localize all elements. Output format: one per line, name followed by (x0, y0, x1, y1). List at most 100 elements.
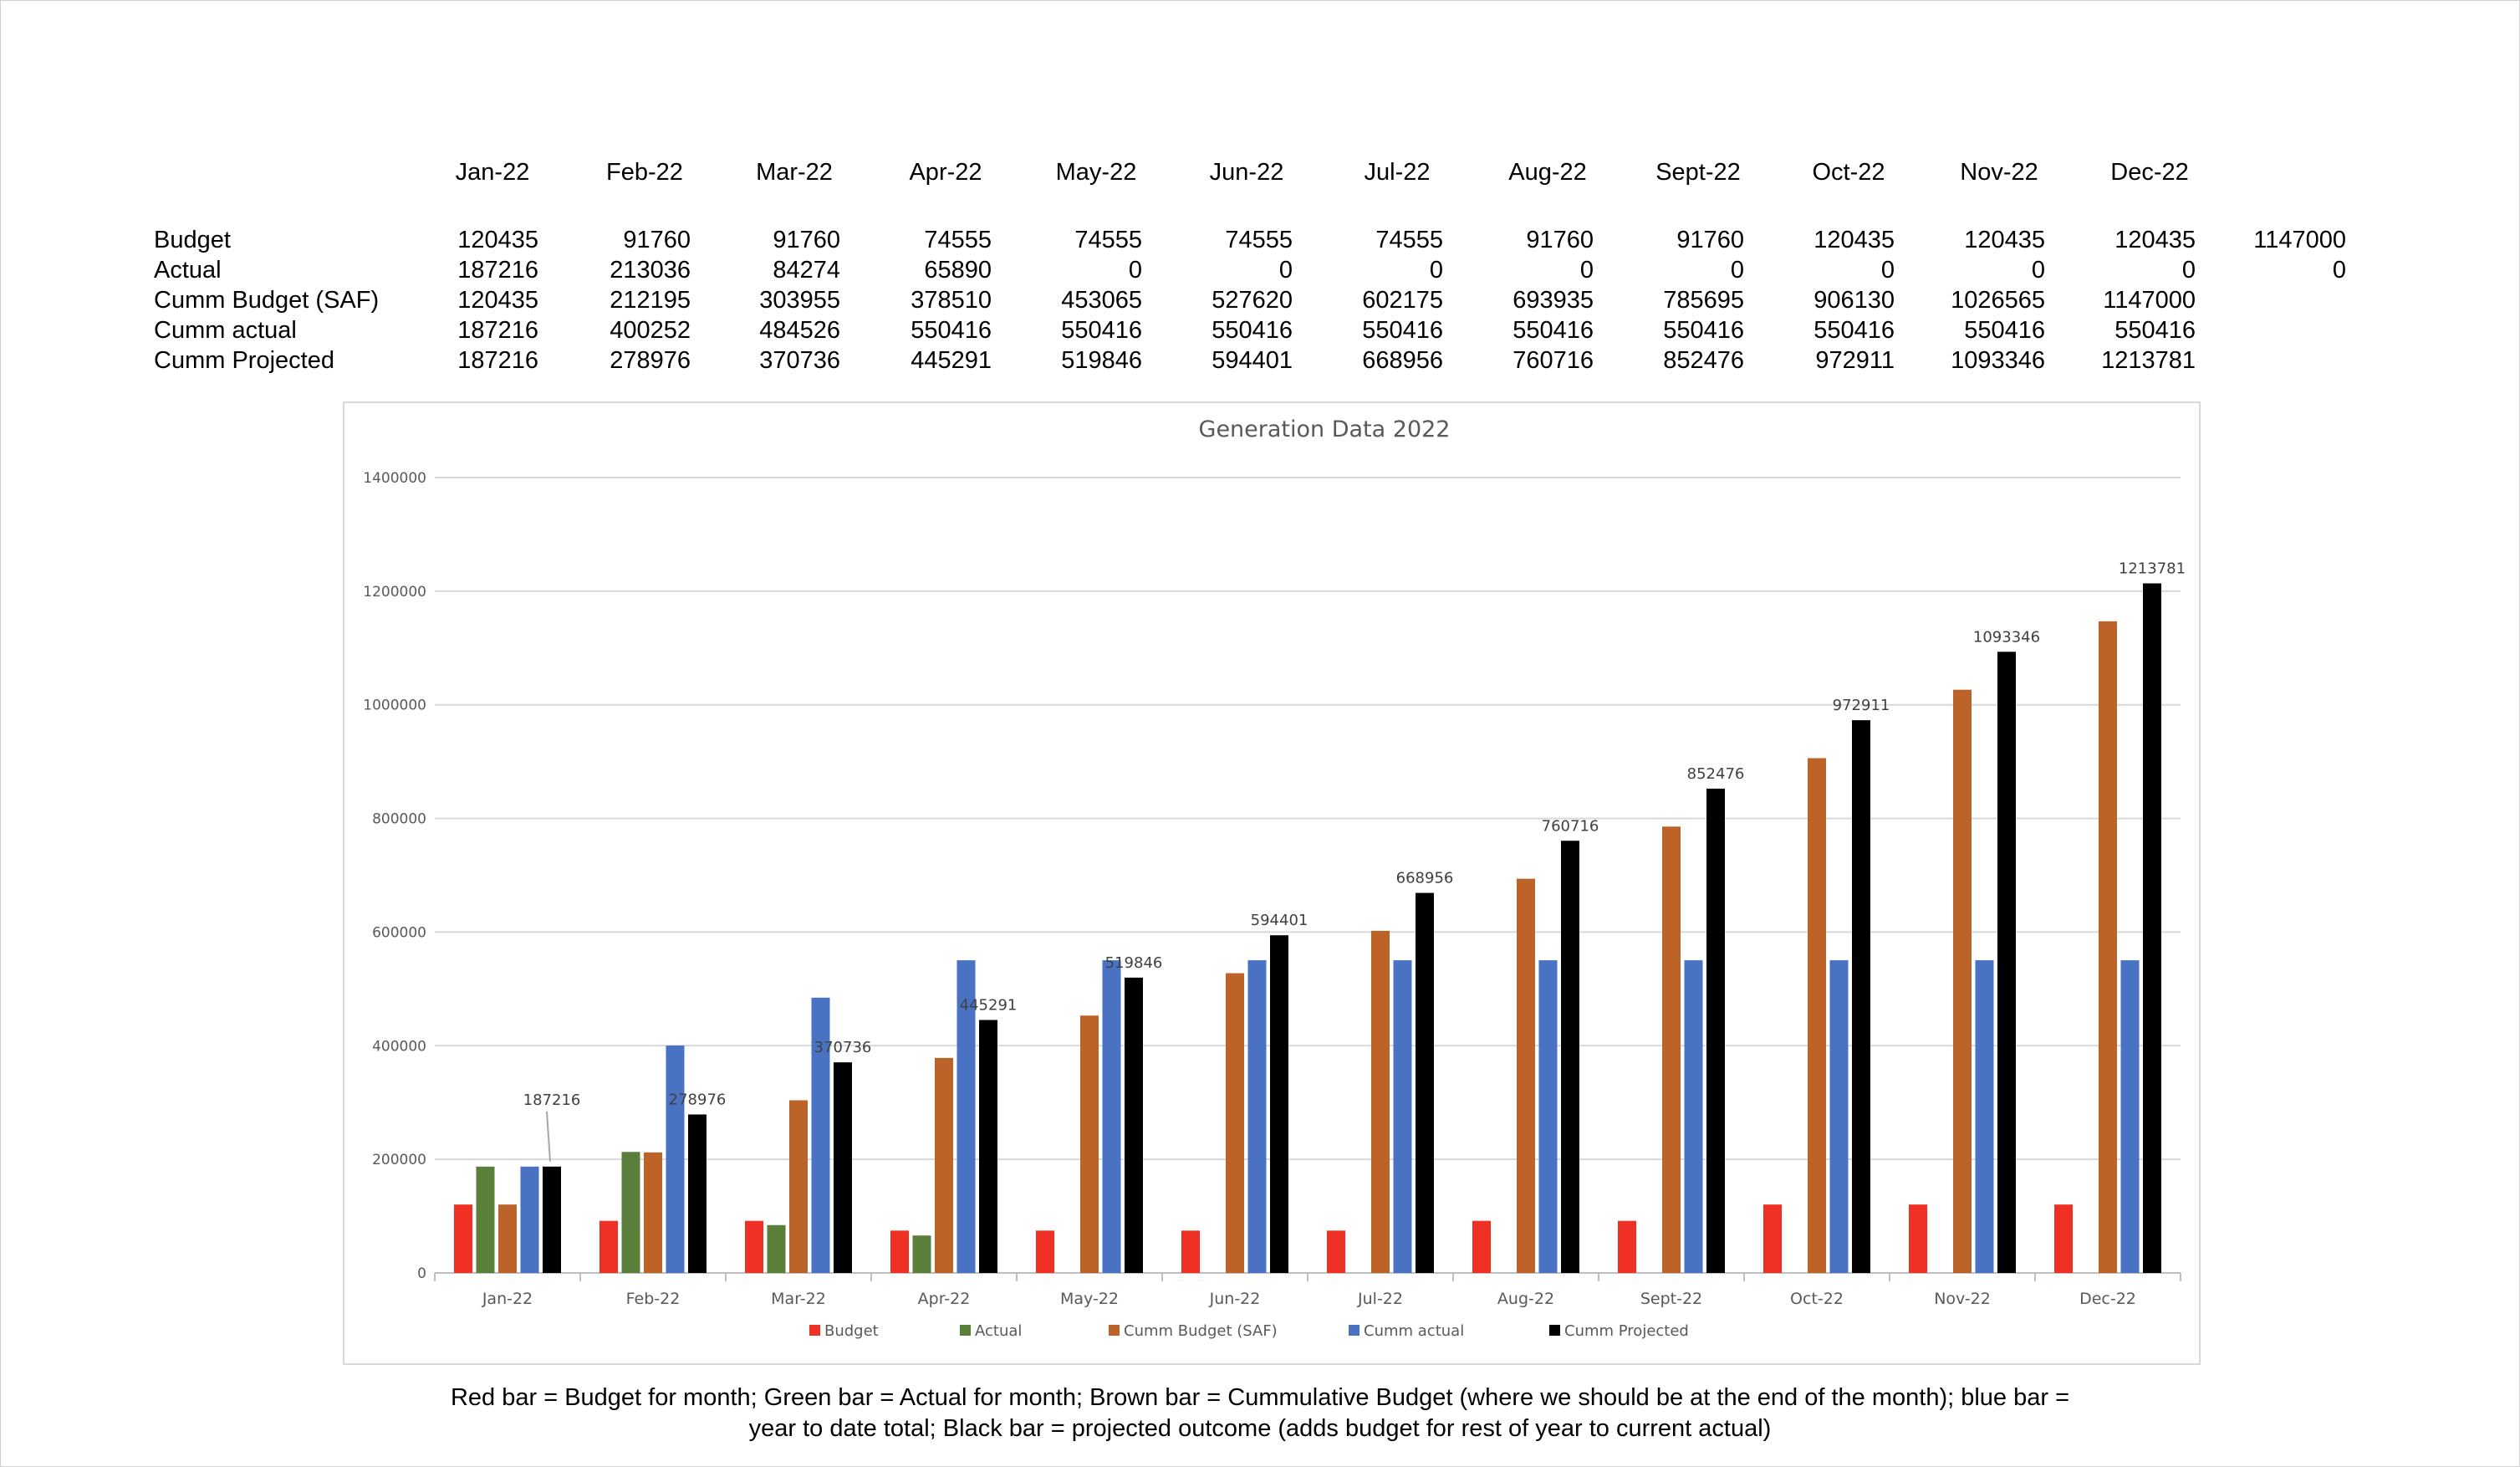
bar (543, 1166, 561, 1273)
table-cell: 550416 (2114, 317, 2196, 344)
legend-label: Cumm Projected (1564, 1322, 1689, 1340)
table-cell: 972911 (1815, 347, 1895, 374)
legend-swatch (1549, 1325, 1560, 1336)
x-tick-label: Jul-22 (1357, 1290, 1403, 1308)
table-header-month: Oct-22 (1812, 159, 1885, 186)
table-cell: 0 (1128, 257, 1142, 284)
bar (454, 1204, 472, 1273)
bar (1706, 788, 1725, 1273)
table-cell: 484526 (759, 317, 840, 344)
bar (520, 1166, 539, 1273)
x-tick-label: Mar-22 (771, 1290, 826, 1308)
table-cell: 65890 (924, 257, 992, 284)
bar (1763, 1204, 1782, 1273)
x-tick-label: Feb-22 (626, 1290, 681, 1308)
bar (979, 1020, 997, 1273)
bar (2054, 1204, 2073, 1273)
table-cell: 370736 (759, 347, 840, 374)
bar (2143, 583, 2161, 1273)
table-cell: 760716 (1513, 347, 1594, 374)
table-header-month: Mar-22 (756, 159, 833, 186)
x-tick-label: Dec-22 (2079, 1290, 2136, 1308)
legend-swatch (809, 1325, 820, 1336)
bar (599, 1220, 618, 1273)
bar (1829, 960, 1849, 1273)
table-cell: 74555 (1225, 227, 1293, 253)
table-cell: 1213781 (2101, 347, 2196, 374)
table-row-label: Cumm Projected (154, 347, 334, 374)
table-cell: 84274 (773, 257, 840, 284)
table-cell: 693935 (1513, 287, 1594, 314)
bar (767, 1224, 786, 1273)
table-row-label: Cumm actual (154, 317, 297, 344)
table-cell: 602175 (1362, 287, 1443, 314)
x-tick-label: Oct-22 (1790, 1290, 1844, 1308)
table-cell: 550416 (1212, 317, 1293, 344)
table-cell: 0 (1730, 257, 1744, 284)
x-tick-label: Jun-22 (1209, 1290, 1261, 1308)
footnote-line-2: year to date total; Black bar = projecte… (748, 1415, 1772, 1442)
data-label: 445291 (960, 997, 1018, 1015)
y-tick-label: 400000 (372, 1038, 426, 1055)
table-cell: 120435 (457, 287, 538, 314)
bar (1226, 973, 1244, 1273)
bar (2120, 960, 2140, 1273)
bar (1080, 1015, 1099, 1273)
y-tick-label: 1400000 (363, 470, 426, 487)
generation-chart: Generation Data 2022 0 200000 400000 600000 8… (363, 417, 2186, 1340)
y-tick-label: 1000000 (363, 698, 426, 714)
legend-label: Actual (975, 1322, 1022, 1340)
table-cell-total: 0 (2332, 257, 2346, 284)
table-row-label: Budget (154, 227, 231, 253)
bar (834, 1062, 852, 1273)
table-header-month: Feb-22 (606, 159, 683, 186)
table-cell: 550416 (1362, 317, 1443, 344)
bar (1270, 935, 1288, 1273)
x-tick-label: Jan-22 (482, 1290, 533, 1308)
bar (1538, 960, 1558, 1273)
bar (1247, 960, 1267, 1273)
bar (912, 1235, 931, 1273)
y-tick-label: 200000 (372, 1152, 426, 1168)
x-tick-label: Aug-22 (1497, 1290, 1554, 1308)
legend-swatch (1349, 1325, 1359, 1336)
bar (1953, 689, 1972, 1273)
data-label: 594401 (1251, 912, 1308, 929)
bar (1852, 720, 1870, 1273)
bar (498, 1204, 517, 1273)
legend-label: Cumm Budget (SAF) (1124, 1322, 1278, 1340)
table-cell: 187216 (457, 257, 538, 284)
bar (811, 997, 830, 1273)
y-tick-label: 0 (417, 1265, 426, 1282)
bar (1393, 960, 1412, 1273)
table-row-label: Actual (154, 257, 222, 284)
table-cell: 527620 (1212, 287, 1293, 314)
table-cell: 378510 (911, 287, 992, 314)
y-tick-label: 800000 (372, 811, 426, 828)
table-cell: 91760 (773, 227, 840, 253)
bar (789, 1100, 808, 1273)
table-cell: 519846 (1061, 347, 1142, 374)
x-tick-label: Sept-22 (1640, 1290, 1702, 1308)
table-header-month: Jan-22 (455, 159, 530, 186)
bar (1997, 652, 2016, 1273)
table-cell: 91760 (1676, 227, 1744, 253)
data-label: 760716 (1542, 817, 1599, 835)
table-cell: 550416 (1663, 317, 1744, 344)
table-cell: 0 (1880, 257, 1895, 284)
table-cell: 906130 (1813, 287, 1895, 314)
table-cell: 400252 (610, 317, 691, 344)
data-label: 972911 (1833, 697, 1890, 714)
y-tick-label: 1200000 (363, 584, 426, 601)
table-cell: 120435 (2114, 227, 2196, 253)
table-cell: 120435 (1813, 227, 1895, 253)
table-cell: 445291 (911, 347, 992, 374)
bar (666, 1045, 685, 1273)
data-label: 519846 (1105, 954, 1163, 972)
bar (1125, 977, 1143, 1273)
table-header-month: Dec-22 (2110, 159, 2189, 186)
legend-label: Budget (824, 1322, 879, 1340)
table-header-month: May-22 (1055, 159, 1137, 186)
bar (1036, 1230, 1054, 1273)
bar (1371, 930, 1390, 1273)
